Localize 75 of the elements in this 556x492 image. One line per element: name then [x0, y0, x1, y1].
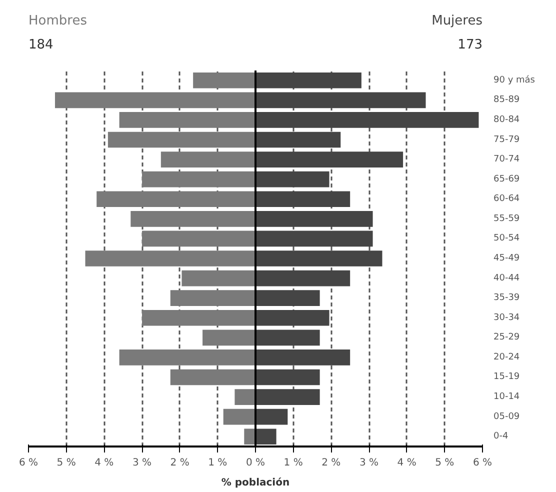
x-tick-label: 5 %: [56, 458, 76, 468]
bar: [256, 310, 330, 326]
y-tick-label: 20-24: [494, 352, 520, 362]
bar: [256, 132, 341, 148]
text: Mujeres: [432, 14, 483, 28]
bar: [256, 171, 330, 188]
x-tick-label: 3 %: [132, 458, 152, 468]
bar: [244, 428, 256, 445]
bar: [256, 112, 479, 128]
text: 173: [458, 38, 483, 52]
text: Hombres: [28, 14, 88, 28]
y-tick-label: 50-54: [494, 234, 520, 244]
y-tick-label: 35-39: [494, 293, 520, 304]
y-tick-label: 10-14: [494, 392, 520, 402]
x-tick-label: 5 %: [435, 458, 454, 468]
bar: [119, 350, 256, 366]
bar: [119, 112, 256, 128]
bar: [108, 132, 256, 148]
y-tick-label: 15-19: [494, 372, 520, 382]
y-tick-label: 0-4: [494, 432, 508, 442]
bar: [223, 408, 256, 425]
y-tick-label: 90 y más: [494, 74, 536, 86]
y-tick-label: 40-44: [494, 273, 520, 284]
x-tick-label: 2 %: [322, 458, 341, 468]
bar: [54, 92, 256, 108]
bar: [256, 270, 350, 286]
bar: [256, 428, 276, 445]
x-tick-label: 6 %: [18, 458, 38, 468]
y-tick-label: 70-74: [494, 154, 520, 165]
bar: [142, 310, 256, 326]
bar: [170, 290, 256, 306]
y-tick-label: 45-49: [494, 254, 520, 264]
bar: [256, 152, 404, 168]
bar: [256, 191, 350, 208]
y-tick-label: 65-69: [494, 174, 520, 184]
bar: [170, 369, 256, 386]
y-tick-label: 25-29: [494, 332, 520, 343]
bar: [202, 330, 256, 346]
bar: [96, 191, 256, 208]
y-tick-label: 60-64: [494, 194, 520, 204]
bar: [256, 211, 373, 227]
bar: [182, 270, 256, 286]
bar: [256, 72, 362, 88]
x-tick-label: 0 %: [246, 458, 266, 468]
bar: [256, 330, 320, 346]
bar: [256, 92, 426, 108]
y-tick-label: 75-79: [494, 134, 520, 145]
x-axis-title: % población: [221, 478, 290, 488]
x-tick-label: 3 %: [359, 458, 379, 468]
bar: [256, 408, 288, 425]
x-tick-label: 4 %: [94, 458, 114, 468]
bar: [142, 171, 256, 188]
x-tick-label: 2 %: [170, 458, 190, 468]
bar: [142, 230, 256, 247]
bar: [256, 369, 320, 386]
bar: [130, 211, 256, 227]
x-tick-label: 4 %: [397, 458, 416, 468]
y-tick-label: 05-09: [494, 412, 520, 422]
bar: [85, 250, 256, 266]
bar: [256, 230, 373, 247]
bar: [256, 290, 320, 306]
bar: [160, 152, 256, 168]
y-tick-label: 80-84: [494, 114, 520, 125]
bar: [256, 389, 320, 405]
bar: [256, 250, 382, 266]
bar: [256, 350, 350, 366]
bar: [234, 389, 256, 405]
y-tick-label: 55-59: [494, 214, 520, 224]
bar: [193, 72, 256, 88]
x-tick-label: 6 %: [472, 458, 492, 468]
y-tick-label: 30-34: [494, 312, 520, 323]
text: 184: [28, 38, 54, 52]
y-tick-label: 85-89: [494, 95, 520, 106]
x-tick-label: 1 %: [284, 458, 303, 468]
x-tick-label: 1 %: [208, 458, 228, 468]
